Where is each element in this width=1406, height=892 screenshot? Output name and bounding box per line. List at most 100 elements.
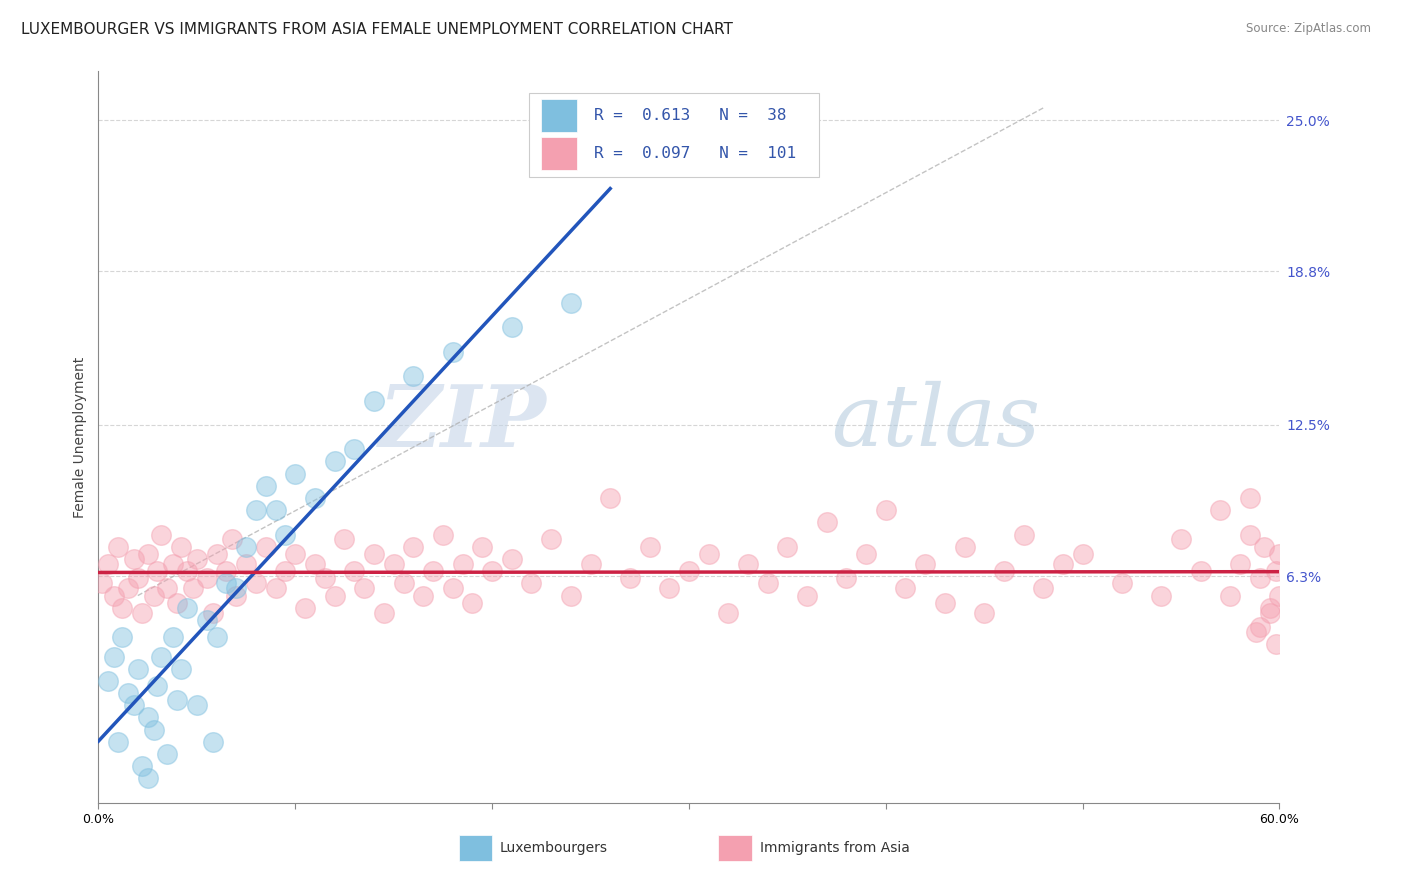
Point — [638, 540, 661, 554]
Point — [776, 540, 799, 554]
Point — [304, 491, 326, 505]
Point — [150, 527, 173, 541]
Point — [127, 662, 149, 676]
Point — [471, 540, 494, 554]
Bar — [458, 835, 492, 861]
Point — [1249, 620, 1271, 634]
Point — [111, 600, 134, 615]
Point — [186, 552, 208, 566]
Point — [953, 540, 976, 554]
Point — [855, 547, 877, 561]
Point — [579, 557, 602, 571]
Point — [136, 772, 159, 786]
Point — [142, 723, 165, 737]
Point — [111, 630, 134, 644]
Point — [481, 564, 503, 578]
Point — [678, 564, 700, 578]
Point — [1264, 564, 1286, 578]
Point — [91, 576, 114, 591]
Point — [737, 557, 759, 571]
Point — [973, 606, 995, 620]
Point — [1258, 606, 1281, 620]
Point — [835, 572, 858, 586]
Point — [162, 557, 184, 571]
Point — [235, 540, 257, 554]
Point — [1189, 564, 1212, 578]
Point — [156, 581, 179, 595]
Point — [205, 630, 228, 644]
Point — [107, 735, 129, 749]
Point — [422, 564, 444, 578]
Point — [1253, 540, 1275, 554]
Point — [166, 596, 188, 610]
Point — [402, 369, 425, 384]
Text: ZIP: ZIP — [380, 381, 547, 464]
Point — [215, 576, 238, 591]
Point — [97, 673, 120, 688]
Point — [1239, 527, 1261, 541]
Text: LUXEMBOURGER VS IMMIGRANTS FROM ASIA FEMALE UNEMPLOYMENT CORRELATION CHART: LUXEMBOURGER VS IMMIGRANTS FROM ASIA FEM… — [21, 22, 733, 37]
Point — [1052, 557, 1074, 571]
Point — [170, 540, 193, 554]
Point — [1209, 503, 1232, 517]
Point — [382, 557, 405, 571]
Point — [284, 547, 307, 561]
Point — [274, 564, 297, 578]
Point — [294, 600, 316, 615]
Point — [117, 686, 139, 700]
Point — [150, 649, 173, 664]
Point — [254, 479, 277, 493]
Point — [274, 527, 297, 541]
Point — [717, 606, 740, 620]
Text: R =  0.613   N =  38: R = 0.613 N = 38 — [595, 108, 787, 123]
Point — [107, 540, 129, 554]
Point — [181, 581, 204, 595]
Point — [1268, 589, 1291, 603]
Point — [245, 576, 267, 591]
Point — [1239, 491, 1261, 505]
Point — [131, 606, 153, 620]
Point — [1229, 557, 1251, 571]
Point — [195, 572, 218, 586]
Point — [201, 606, 224, 620]
Text: Immigrants from Asia: Immigrants from Asia — [759, 841, 910, 855]
Point — [560, 296, 582, 310]
Point — [914, 557, 936, 571]
Point — [195, 613, 218, 627]
Point — [894, 581, 917, 595]
Point — [619, 572, 641, 586]
Point — [451, 557, 474, 571]
Point — [333, 533, 356, 547]
Point — [441, 581, 464, 595]
Point — [392, 576, 415, 591]
Y-axis label: Female Unemployment: Female Unemployment — [73, 357, 87, 517]
Point — [1258, 600, 1281, 615]
Bar — [718, 835, 752, 861]
Point — [756, 576, 779, 591]
Point — [1150, 589, 1173, 603]
Point — [520, 576, 543, 591]
Point — [314, 572, 336, 586]
Point — [1012, 527, 1035, 541]
Point — [363, 393, 385, 408]
Text: atlas: atlas — [831, 381, 1040, 464]
Point — [412, 589, 434, 603]
Point — [215, 564, 238, 578]
Point — [875, 503, 897, 517]
Point — [1249, 572, 1271, 586]
Point — [1264, 637, 1286, 651]
Point — [796, 589, 818, 603]
Point — [501, 320, 523, 334]
Point — [201, 735, 224, 749]
Point — [156, 747, 179, 761]
Point — [441, 344, 464, 359]
Point — [815, 516, 838, 530]
Point — [599, 491, 621, 505]
Point — [117, 581, 139, 595]
Point — [225, 589, 247, 603]
Point — [103, 589, 125, 603]
Point — [323, 454, 346, 468]
Point — [1071, 547, 1094, 561]
Text: Luxembourgers: Luxembourgers — [501, 841, 607, 855]
FancyBboxPatch shape — [530, 94, 818, 178]
